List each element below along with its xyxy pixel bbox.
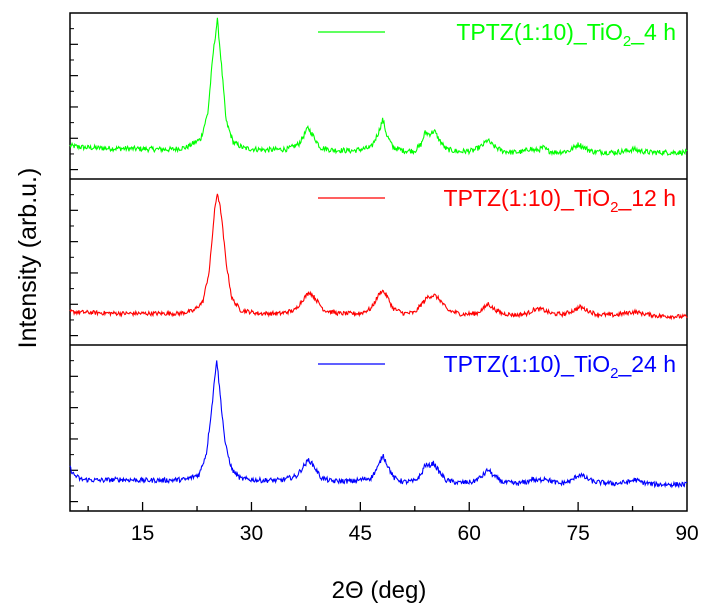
legend-label-2: TPTZ(1:10)_TiO2_12 h [444, 185, 676, 216]
series-line-3 [69, 360, 688, 489]
x-tick-label: 90 [675, 522, 698, 545]
y-axis-label: Intensity (arb.u.) [14, 168, 42, 349]
x-axis-ticks: 15 30 45 60 75 90 [87, 502, 699, 545]
legend-main: TPTZ(1:10)_TiO [456, 19, 623, 45]
legend-tail: _12 h [617, 185, 676, 211]
legend-subscript: 2 [610, 365, 618, 382]
axes-frame [69, 12, 688, 512]
x-tick-label: 60 [458, 522, 481, 545]
x-tick-label: 45 [349, 522, 372, 545]
series-line-2 [69, 193, 688, 321]
x-tick-label: 75 [566, 522, 589, 545]
panel-3: TPTZ(1:10)_TiO2_24 h [69, 351, 688, 503]
legend-subscript: 2 [610, 199, 618, 216]
legend-main: TPTZ(1:10)_TiO [444, 185, 611, 211]
legend-tail: _4 h [630, 19, 676, 45]
x-tick-label: 30 [240, 522, 263, 545]
x-axis-label: 2Θ (deg) [332, 577, 427, 604]
legend-tail: _24 h [617, 351, 676, 377]
legend-main: TPTZ(1:10)_TiO [444, 351, 611, 377]
legend-label-1: TPTZ(1:10)_TiO2_4 h [456, 19, 676, 50]
panel-1: TPTZ(1:10)_TiO2_4 h [69, 17, 688, 171]
legend-label-3: TPTZ(1:10)_TiO2_24 h [444, 351, 676, 382]
plot-frame [69, 12, 688, 512]
panel-2: TPTZ(1:10)_TiO2_12 h [69, 185, 688, 337]
legend-subscript: 2 [623, 33, 631, 50]
series-line-1 [69, 17, 688, 157]
x-tick-label: 15 [131, 522, 154, 545]
